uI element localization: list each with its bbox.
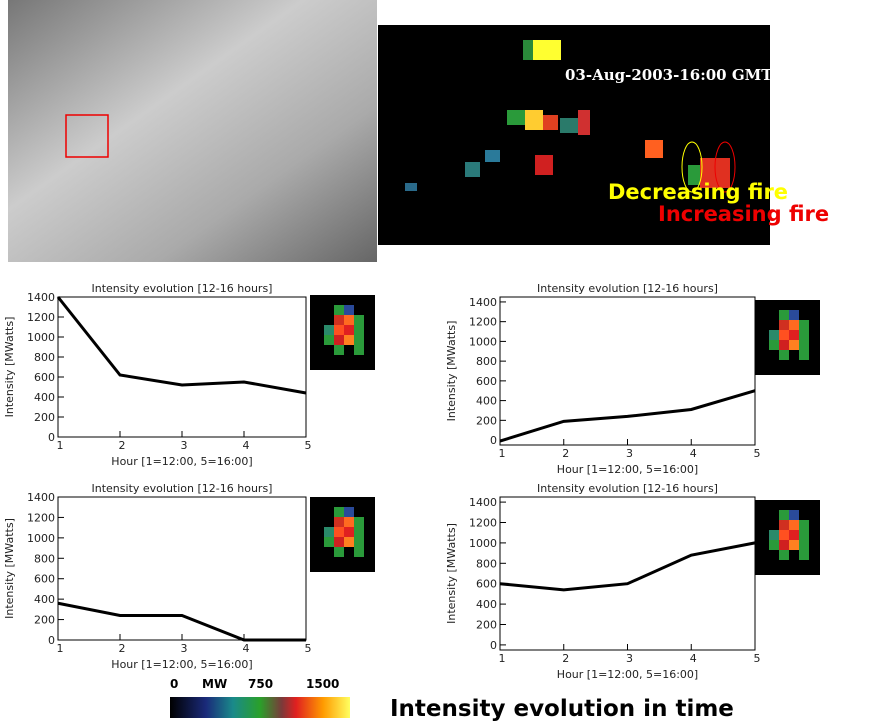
- chart-title: Intensity evolution [12-16 hours]: [537, 282, 718, 295]
- y-tick-label: 800: [34, 552, 55, 565]
- thumbnail: [310, 295, 375, 370]
- y-tick-label: 0: [48, 431, 55, 444]
- colorbar-label: MW: [202, 677, 227, 691]
- x-tick-label: 1: [499, 447, 506, 460]
- x-tick-label: 1: [57, 642, 64, 655]
- x-tick-label: 3: [626, 447, 633, 460]
- y-tick-label: 1400: [27, 291, 55, 304]
- y-tick-label: 1400: [469, 496, 497, 509]
- plot-frame: [58, 297, 306, 437]
- satellite-image: [8, 0, 377, 262]
- y-tick-label: 400: [34, 593, 55, 606]
- x-tick-label: 1: [499, 652, 506, 665]
- x-tick-label: 4: [243, 439, 250, 452]
- colorbar-label: 750: [248, 677, 273, 691]
- x-tick-label: 4: [243, 642, 250, 655]
- thumbnail: [310, 497, 375, 572]
- chart-title: Intensity evolution [12-16 hours]: [92, 282, 273, 295]
- y-tick-label: 1000: [469, 537, 497, 550]
- y-tick-label: 800: [34, 351, 55, 364]
- y-tick-label: 600: [476, 578, 497, 591]
- y-tick-label: 1000: [469, 335, 497, 348]
- y-tick-label: 1200: [27, 511, 55, 524]
- y-tick-label: 0: [490, 434, 497, 447]
- y-tick-label: 400: [476, 395, 497, 408]
- x-axis-label: Hour [1=12:00, 5=16:00]: [557, 463, 698, 476]
- y-tick-label: 200: [34, 614, 55, 627]
- y-axis-label: Intensity [MWatts]: [445, 523, 458, 624]
- plot-frame: [500, 297, 755, 445]
- y-axis-label: Intensity [MWatts]: [445, 321, 458, 422]
- x-tick-label: 5: [305, 642, 312, 655]
- y-tick-label: 200: [34, 411, 55, 424]
- timestamp: 03-Aug-2003-16:00 GMT: [565, 66, 773, 84]
- x-axis-label: Hour [1=12:00, 5=16:00]: [557, 668, 698, 681]
- x-tick-label: 2: [119, 439, 126, 452]
- plot-frame: [58, 497, 306, 640]
- y-tick-label: 0: [48, 634, 55, 647]
- y-axis-label: Intensity [MWatts]: [3, 317, 16, 418]
- thumbnail: [755, 300, 820, 375]
- slide: 03-Aug-2003-16:00 GMT Decreasing fire In…: [0, 0, 882, 722]
- increasing-label: Increasing fire: [658, 202, 829, 226]
- caption: Intensity evolution in time: [390, 696, 734, 722]
- plot-frame: [500, 497, 755, 650]
- y-tick-label: 1400: [469, 296, 497, 309]
- x-tick-label: 3: [181, 439, 188, 452]
- x-tick-label: 5: [754, 447, 761, 460]
- y-axis-label: Intensity [MWatts]: [3, 518, 16, 619]
- y-tick-label: 800: [476, 557, 497, 570]
- y-tick-label: 200: [476, 619, 497, 632]
- x-tick-label: 4: [690, 447, 697, 460]
- y-tick-label: 800: [476, 355, 497, 368]
- data-line: [500, 391, 755, 441]
- colorbar-label: 1500: [306, 677, 339, 691]
- chart-title: Intensity evolution [12-16 hours]: [537, 482, 718, 495]
- y-tick-label: 1000: [27, 331, 55, 344]
- decreasing-label: Decreasing fire: [608, 180, 788, 204]
- x-tick-label: 2: [119, 642, 126, 655]
- y-tick-label: 1400: [27, 491, 55, 504]
- y-tick-label: 400: [476, 598, 497, 611]
- y-tick-label: 1200: [27, 311, 55, 324]
- y-tick-label: 600: [476, 375, 497, 388]
- x-tick-label: 5: [305, 439, 312, 452]
- colorbar-label: 0: [170, 677, 178, 691]
- y-tick-label: 600: [34, 573, 55, 586]
- x-tick-label: 3: [626, 652, 633, 665]
- chart-title: Intensity evolution [12-16 hours]: [92, 482, 273, 495]
- x-tick-label: 2: [562, 652, 569, 665]
- y-tick-label: 1000: [27, 532, 55, 545]
- data-line: [500, 543, 755, 590]
- y-tick-label: 1200: [469, 517, 497, 530]
- x-tick-label: 1: [57, 439, 64, 452]
- y-tick-label: 200: [476, 414, 497, 427]
- x-tick-label: 2: [562, 447, 569, 460]
- colorbar: [170, 697, 350, 718]
- y-tick-label: 600: [34, 371, 55, 384]
- x-tick-label: 3: [181, 642, 188, 655]
- x-axis-label: Hour [1=12:00, 5=16:00]: [111, 658, 252, 671]
- y-tick-label: 400: [34, 391, 55, 404]
- thumbnail: [755, 500, 820, 575]
- y-tick-label: 1200: [469, 316, 497, 329]
- data-line: [58, 297, 306, 393]
- x-axis-label: Hour [1=12:00, 5=16:00]: [111, 455, 252, 468]
- x-tick-label: 5: [754, 652, 761, 665]
- y-tick-label: 0: [490, 639, 497, 652]
- x-tick-label: 4: [690, 652, 697, 665]
